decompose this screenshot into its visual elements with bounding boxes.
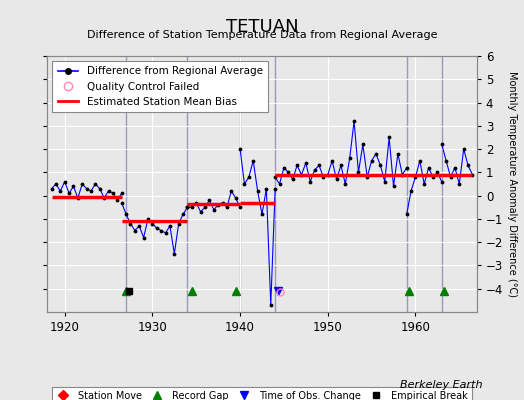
Legend: Station Move, Record Gap, Time of Obs. Change, Empirical Break: Station Move, Record Gap, Time of Obs. C… (52, 387, 472, 400)
Text: TETUAN: TETUAN (226, 18, 298, 36)
Text: Difference of Station Temperature Data from Regional Average: Difference of Station Temperature Data f… (87, 30, 437, 40)
Text: Berkeley Earth: Berkeley Earth (400, 380, 482, 390)
Y-axis label: Monthly Temperature Anomaly Difference (°C): Monthly Temperature Anomaly Difference (… (507, 71, 517, 297)
